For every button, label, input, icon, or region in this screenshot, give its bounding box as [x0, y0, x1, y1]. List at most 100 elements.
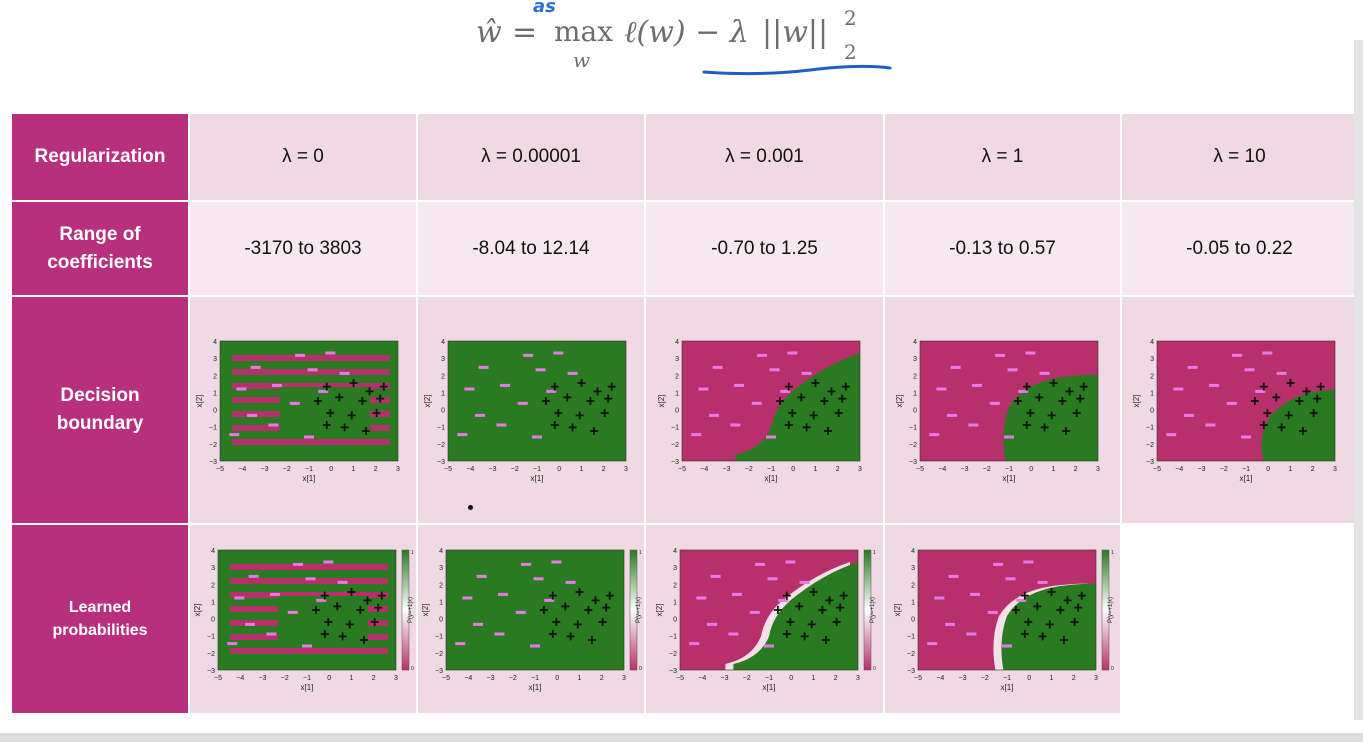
plus-point [372, 409, 381, 417]
x-tick-label: −1 [533, 466, 541, 473]
plus-point [322, 382, 331, 391]
x-tick-label: 1 [350, 675, 354, 682]
minus-point [523, 353, 534, 357]
plus-point [326, 409, 335, 417]
x-tick-label: −3 [720, 675, 728, 682]
y-tick-label: −1 [437, 425, 445, 432]
y-tick-label: 3 [911, 565, 915, 572]
y-tick-label: −1 [669, 634, 677, 641]
minus-point [1183, 413, 1194, 417]
minus-point [708, 413, 719, 417]
x-tick-label: 2 [600, 675, 604, 682]
x-tick-label: 2 [1073, 466, 1077, 473]
y-tick-label: 0 [675, 408, 679, 415]
minus-point [1244, 368, 1255, 372]
x-tick-label: 0 [327, 675, 331, 682]
y-tick-label: 2 [211, 582, 215, 589]
x-tick-label: 0 [789, 675, 793, 682]
plus-point [1045, 620, 1054, 629]
x-tick-label: −5 [1153, 466, 1161, 473]
minus-point [729, 423, 740, 427]
plus-point [1077, 591, 1086, 600]
x-tick-label: −2 [1219, 466, 1227, 473]
x-tick-label: −5 [678, 466, 686, 473]
minus-point [325, 351, 336, 355]
minus-point [1187, 365, 1198, 369]
y-axis-label: x[2] [657, 395, 666, 408]
y-tick-label: −2 [437, 442, 445, 449]
colorbar-max-label: 1.0 [1111, 550, 1114, 556]
y-tick-label: 4 [439, 548, 443, 555]
minus-point [969, 592, 980, 596]
x-tick-label: −1 [767, 466, 775, 473]
minus-point [994, 353, 1005, 357]
range-header: Range of coefficients [12, 202, 188, 295]
plus-point [573, 620, 582, 629]
plus-point [1302, 387, 1311, 396]
overfit-band [232, 439, 390, 445]
minus-point [497, 592, 508, 596]
y-axis-label: x[2] [895, 395, 904, 408]
plus-point [835, 603, 844, 612]
plus-point [807, 620, 816, 629]
x-tick-label: 2 [372, 675, 376, 682]
x-tick-label: −4 [236, 675, 244, 682]
y-tick-label: −3 [207, 668, 215, 675]
minus-point [269, 592, 280, 596]
x-tick-label: 0 [557, 466, 561, 473]
plus-point [600, 409, 609, 417]
x-tick-label: −4 [1175, 466, 1183, 473]
x-tick-label: −1 [765, 675, 773, 682]
minus-point [1017, 389, 1028, 393]
minus-point [475, 413, 486, 417]
plus-point [598, 618, 607, 626]
minus-point [268, 423, 279, 427]
minus-point [733, 383, 744, 387]
x-tick-label: −3 [489, 466, 497, 473]
plot-frame [445, 549, 625, 671]
formula-area: ŵ = max w ℓ(w) − λ ||w|| 2 2 as [0, 0, 1363, 100]
plot-frame [681, 340, 860, 462]
plus-point [548, 630, 557, 638]
minus-point [544, 598, 555, 602]
minus-point [316, 598, 327, 602]
x-tick-label: 2 [374, 466, 378, 473]
plus-point [811, 379, 819, 387]
plus-point [1025, 409, 1034, 417]
colorbar-label: P(y=+1|x) [636, 597, 642, 623]
x-tick-label: −4 [466, 466, 474, 473]
plot-background [448, 341, 626, 461]
x-tick-label: −4 [938, 466, 946, 473]
plot-frame [679, 549, 858, 671]
overfit-island [278, 596, 368, 640]
minus-point [697, 387, 708, 391]
minus-point [1240, 435, 1251, 439]
x-tick-label: −1 [1005, 466, 1013, 473]
range-cell: -3170 to 3803 [190, 202, 416, 295]
decision-boundary-header: Decision boundary [12, 297, 188, 523]
overfit-band [230, 564, 388, 570]
learned-probabilities-row: Learned probabilities −5 −4 −3 −2 −1 0 1 2 3 4 3 2 1… [12, 525, 1357, 713]
decision-boundary-plot: −5 −4 −3 −2 −1 0 1 2 3 4 3 2 1 0 −1 −2 −3 x[1] x[2] [895, 339, 1100, 483]
overfit-island [280, 387, 370, 431]
minus-point [965, 632, 976, 636]
y-tick-label: 4 [211, 548, 215, 555]
x-tick-label: −2 [509, 675, 517, 682]
range-row: Range of coefficients -3170 to 3803 -8.0… [12, 202, 1357, 295]
x-tick-label: 3 [856, 675, 860, 682]
minus-point [765, 435, 776, 439]
minus-point [1005, 577, 1016, 581]
x-tick-label: −2 [742, 675, 750, 682]
minus-point [1015, 598, 1026, 602]
handwritten-underline [702, 64, 892, 76]
regularization-header: Regularization [12, 114, 188, 200]
minus-point [318, 389, 329, 393]
minus-point [455, 642, 466, 646]
minus-point [1039, 371, 1050, 375]
plus-point [794, 602, 803, 611]
x-axis-label: x[1] [1000, 683, 1013, 692]
plus-point [320, 630, 329, 638]
learned-probability-plot: −5 −4 −3 −2 −1 0 1 2 3 4 3 2 1 0 −1 −2 −3 x[1] x[2] 1.0 0.0 P… [893, 548, 1114, 692]
y-tick-label: 0 [913, 408, 917, 415]
minus-point [462, 596, 473, 600]
